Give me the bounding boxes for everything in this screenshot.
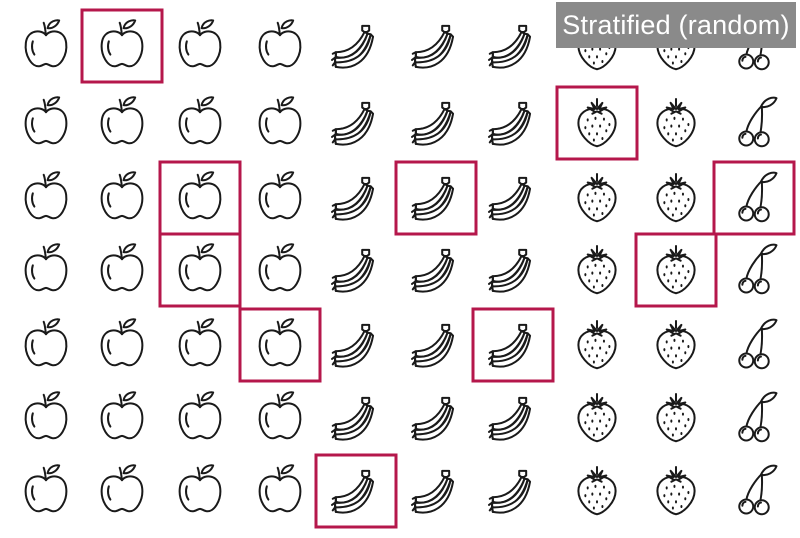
banana-icon <box>410 176 455 221</box>
cherry-icon <box>738 96 778 148</box>
banana-icon <box>330 248 375 293</box>
banana-icon <box>330 469 375 514</box>
selected-cell-box <box>471 307 555 383</box>
strawberry-icon <box>656 172 696 223</box>
banana-icon <box>487 24 532 69</box>
strawberry-icon <box>656 319 696 370</box>
banana-icon <box>410 396 455 441</box>
banana-icon <box>487 248 532 293</box>
cherry-icon <box>738 243 778 295</box>
apple-icon <box>178 464 222 513</box>
method-title: Stratified (random) <box>556 2 796 48</box>
strawberry-icon <box>656 97 696 148</box>
banana-icon <box>330 24 375 69</box>
banana-icon <box>330 176 375 221</box>
cherry-icon <box>738 318 778 370</box>
cherry-icon <box>738 464 778 516</box>
apple-icon <box>258 243 302 292</box>
selected-cell-box <box>634 232 718 308</box>
apple-icon <box>24 96 68 145</box>
apple-icon <box>178 171 222 220</box>
strawberry-icon <box>656 392 696 443</box>
banana-icon <box>330 396 375 441</box>
apple-icon <box>258 464 302 513</box>
selected-cell-box <box>158 232 242 308</box>
apple-icon <box>258 96 302 145</box>
apple-icon <box>24 243 68 292</box>
strawberry-icon <box>577 97 617 148</box>
apple-icon <box>24 19 68 68</box>
apple-icon <box>100 96 144 145</box>
apple-icon <box>24 464 68 513</box>
apple-icon <box>178 391 222 440</box>
strawberry-icon <box>656 244 696 295</box>
apple-icon <box>100 19 144 68</box>
apple-icon <box>24 391 68 440</box>
apple-icon <box>258 19 302 68</box>
cherry-icon <box>738 171 778 223</box>
banana-icon <box>330 101 375 146</box>
selected-cell-box <box>712 160 796 236</box>
banana-icon <box>487 323 532 368</box>
strawberry-icon <box>577 465 617 516</box>
strawberry-icon <box>577 244 617 295</box>
strawberry-icon <box>577 172 617 223</box>
banana-icon <box>410 323 455 368</box>
banana-icon <box>410 101 455 146</box>
banana-icon <box>410 469 455 514</box>
apple-icon <box>178 19 222 68</box>
apple-icon <box>178 243 222 292</box>
strawberry-icon <box>656 465 696 516</box>
apple-icon <box>24 318 68 367</box>
strawberry-icon <box>577 319 617 370</box>
cherry-icon <box>738 391 778 443</box>
apple-icon <box>100 318 144 367</box>
apple-icon <box>100 171 144 220</box>
banana-icon <box>487 176 532 221</box>
banana-icon <box>487 469 532 514</box>
banana-icon <box>330 323 375 368</box>
selected-cell-box <box>80 8 164 84</box>
selected-cell-box <box>394 160 478 236</box>
selected-cell-box <box>555 85 639 161</box>
apple-icon <box>258 171 302 220</box>
banana-icon <box>410 24 455 69</box>
selected-cell-box <box>238 307 322 383</box>
apple-icon <box>258 391 302 440</box>
banana-icon <box>410 248 455 293</box>
banana-icon <box>487 396 532 441</box>
strawberry-icon <box>577 392 617 443</box>
apple-icon <box>100 391 144 440</box>
apple-icon <box>258 318 302 367</box>
selected-cell-box <box>314 453 398 529</box>
apple-icon <box>100 464 144 513</box>
apple-icon <box>178 318 222 367</box>
apple-icon <box>178 96 222 145</box>
banana-icon <box>487 101 532 146</box>
apple-icon <box>24 171 68 220</box>
apple-icon <box>100 243 144 292</box>
